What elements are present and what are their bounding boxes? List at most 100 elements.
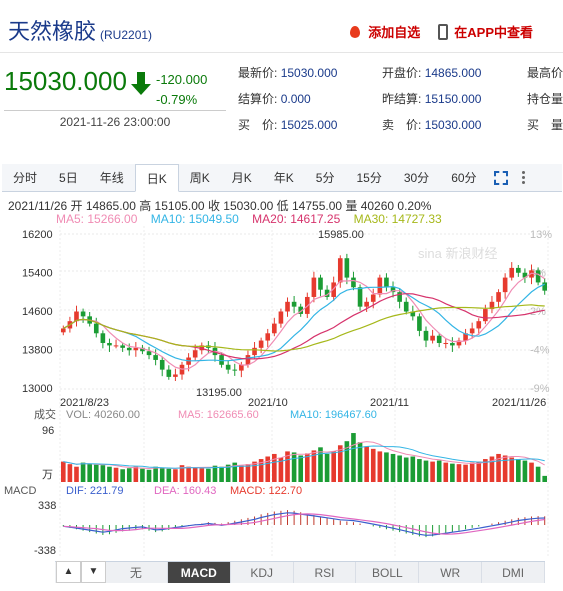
scroll-down-button[interactable]: ▼ (81, 561, 106, 583)
candle-body-61 (463, 333, 468, 341)
candle-body-24 (219, 355, 224, 365)
bid-price-field: 买 价: 15025.000 (238, 116, 337, 133)
indicator-tab-3[interactable]: RSI (294, 562, 357, 583)
volume-bar-54 (417, 459, 422, 482)
bid-volume-label: 买 量 (527, 118, 563, 132)
candle-body-13 (146, 351, 152, 356)
bid-value: 15025.000 (280, 118, 338, 132)
volume-bar-59 (450, 463, 455, 482)
volume-bar-69 (516, 459, 521, 482)
candle-body-8 (113, 345, 119, 347)
down-arrow-icon (131, 72, 151, 96)
period-tabs: 分时 5日 年线 日K 周K 月K 年K 5分 15分 30分 60分 (2, 163, 562, 192)
volume-bar-7 (107, 466, 112, 482)
y-tick-3: 13800 (22, 345, 53, 357)
volume-bar-25 (225, 464, 231, 482)
candle-body-54 (417, 316, 422, 331)
tab-0[interactable]: 分时 (13, 170, 38, 185)
volume-bar-1 (67, 464, 73, 482)
scroll-up-button[interactable]: ▲ (56, 561, 81, 583)
indicator-tab-1[interactable]: MACD (167, 562, 231, 583)
ma30-legend: MA30: 14727.33 (353, 212, 442, 226)
volume-bar-62 (469, 462, 475, 482)
volume-ma5-line (63, 441, 545, 470)
candle-body-15 (159, 359, 165, 370)
candle-body-14 (153, 355, 158, 360)
candle-body-59 (450, 342, 455, 346)
candle-body-16 (166, 369, 172, 377)
macd-dea-line (63, 513, 545, 535)
volume-bar-32 (272, 453, 277, 482)
volume-bar-16 (166, 468, 172, 482)
volume-bar-53 (410, 456, 416, 482)
tab-2[interactable]: 年线 (99, 170, 124, 185)
candle-body-67 (502, 277, 508, 293)
prev-settle-value: 15150.000 (424, 92, 482, 106)
volume-bar-22 (206, 468, 211, 482)
volume-bar-64 (483, 459, 488, 482)
fire-icon (348, 24, 362, 40)
candle-body-45 (357, 287, 363, 307)
indicator-tab-0[interactable]: 无 (105, 562, 168, 583)
volume-bar-65 (489, 456, 495, 482)
volume-bar-70 (522, 460, 528, 482)
ma30-line (63, 304, 545, 352)
macd-dea-legend: DEA: 160.43 (154, 485, 216, 497)
ma20-legend: MA20: 14617.25 (252, 212, 341, 226)
candle-body-66 (496, 292, 501, 302)
tab-6[interactable]: 年K (273, 170, 294, 185)
open-label: 开盘价: (382, 66, 422, 80)
volume-bar-63 (476, 461, 482, 482)
candle-body-7 (107, 342, 112, 346)
more-options-icon[interactable] (521, 170, 526, 185)
prev-settle-label: 昨结算: (382, 92, 422, 106)
volume-bar-17 (173, 469, 178, 482)
y-tick-0: 16200 (22, 229, 53, 241)
candle-body-44 (351, 277, 356, 288)
volume-bar-45 (357, 442, 363, 482)
view-in-app-button[interactable]: 在APP中查看 (438, 22, 533, 41)
indicator-tab-4[interactable]: BOLL (356, 562, 420, 583)
volume-ma10-line (63, 445, 545, 469)
pct-tick-4: -9% (530, 383, 550, 395)
tab-10[interactable]: 60分 (451, 170, 477, 185)
candle-body-72 (535, 270, 541, 283)
volume-bar-6 (100, 465, 106, 482)
tab-9[interactable]: 30分 (403, 170, 430, 185)
volume-bar-28 (245, 464, 251, 482)
candle-body-55 (423, 330, 429, 341)
candle-body-25 (225, 364, 231, 370)
add-watchlist-label: 添加自选 (368, 25, 421, 40)
y-tick-2: 14600 (22, 306, 53, 318)
tab-3[interactable]: 日K (134, 163, 179, 192)
volume-bar-51 (397, 455, 402, 482)
volume-bar-33 (278, 457, 284, 482)
candle-body-9 (120, 345, 125, 348)
candle-body-56 (430, 335, 435, 341)
candle-body-52 (403, 301, 409, 312)
volume-vol-legend: VOL: 40260.00 (66, 409, 140, 421)
volume-bar-48 (377, 451, 383, 482)
volume-bar-34 (285, 451, 290, 482)
candle-body-62 (469, 328, 475, 334)
tab-5[interactable]: 月K (231, 170, 252, 185)
volume-unit: 万 (42, 469, 53, 481)
volume-ma5-legend: MA5: 162665.60 (178, 409, 259, 421)
indicator-tab-6[interactable]: DMI (482, 562, 546, 583)
candle-body-69 (516, 267, 521, 273)
volume-bar-52 (403, 457, 409, 482)
add-watchlist-button[interactable]: 添加自选 (348, 22, 420, 41)
tab-8[interactable]: 15分 (356, 170, 382, 185)
indicator-tab-2[interactable]: KDJ (231, 562, 294, 583)
fullscreen-icon[interactable] (493, 170, 508, 185)
indicator-tab-5[interactable]: WR (419, 562, 483, 583)
ma10-line (63, 283, 545, 362)
volume-bar-71 (529, 462, 534, 482)
tab-7[interactable]: 5分 (315, 170, 335, 185)
volume-bar-14 (153, 466, 158, 482)
volume-bar-21 (199, 468, 205, 482)
tab-4[interactable]: 周K (189, 170, 210, 185)
change-percent: -0.79% (156, 92, 198, 107)
kline-chart[interactable]: 162001540014600138001300013%8%2%-4%-9%si… (0, 226, 563, 560)
tab-1[interactable]: 5日 (59, 170, 78, 185)
